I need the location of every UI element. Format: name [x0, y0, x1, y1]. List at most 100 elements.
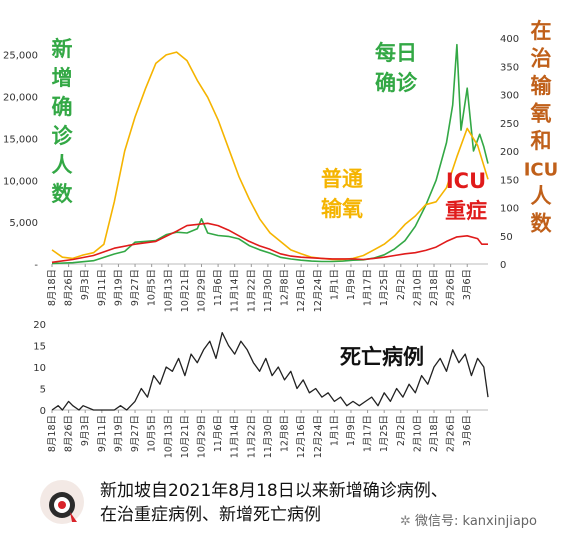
right-axis-title-char: 和	[531, 129, 552, 153]
series-line-ICU重症	[51, 222, 488, 264]
caption-line-2: 在治重症病例、新增死亡病例	[100, 505, 321, 525]
bottom-x-tick-label: 8月18日	[47, 415, 58, 452]
bottom-y-tick-label: 5	[40, 385, 46, 396]
bottom-x-tick-label: 9月19日	[113, 415, 124, 452]
top-x-tick-label: 1月9日	[346, 269, 357, 300]
annotation-icu: 重症	[445, 199, 487, 223]
left-y-tick-label: 20,000	[3, 93, 38, 104]
wechat-icon: ✲	[400, 514, 416, 529]
bottom-x-tick-label: 9月11日	[97, 415, 108, 452]
right-axis-title-char: 数	[531, 212, 553, 236]
bottom-y-tick-label: 0	[40, 406, 46, 417]
top-x-tick-label: 11月22日	[246, 269, 257, 312]
left-y-tick-label: 10,000	[3, 176, 38, 187]
top-x-tick-label: 11月30日	[263, 269, 274, 312]
top-x-tick-label: 10月5日	[147, 269, 158, 306]
top-x-tick-label: 3月6日	[462, 269, 473, 300]
left-axis-title-char: 数	[52, 182, 74, 206]
top-x-tick-label: 11月6日	[213, 269, 224, 306]
right-y-tick-label: 150	[500, 175, 519, 186]
bottom-x-tick-label: 9月27日	[130, 415, 141, 452]
bottom-x-tick-label: 12月8日	[280, 415, 291, 452]
annotation-icu: ICU	[446, 169, 486, 193]
bottom-x-tick-label: 11月30日	[263, 415, 274, 458]
top-x-tick-label: 12月8日	[280, 269, 291, 306]
top-x-tick-label: 2月26日	[446, 269, 457, 306]
right-axis-title-char: 在	[531, 19, 552, 43]
right-axis-title-char: ICU	[524, 160, 559, 181]
right-axis-title-char: 人	[531, 184, 552, 208]
annotation-daily-cases: 每日	[375, 41, 417, 65]
bottom-x-tick-label: 11月22日	[246, 415, 257, 458]
top-x-tick-label: 1月25日	[379, 269, 390, 306]
bottom-y-tick-label: 20	[33, 320, 46, 331]
right-y-tick-label: 350	[500, 62, 519, 73]
right-axis-title-char: 氧	[531, 102, 552, 126]
bottom-x-tick-label: 1月25日	[379, 415, 390, 452]
caption-line-1: 新加坡自2021年8月18日以来新增确诊病例、	[100, 481, 448, 501]
series-line-每日确诊	[51, 43, 489, 265]
right-y-tick-label: 300	[500, 91, 519, 102]
bottom-x-tick-label: 2月26日	[446, 415, 457, 452]
bottom-x-tick-label: 10月21日	[180, 415, 191, 458]
top-x-tick-label: 12月24日	[313, 269, 324, 312]
right-y-tick-label: 50	[500, 232, 513, 243]
bottom-x-tick-label: 8月26日	[64, 415, 75, 452]
bottom-chart-labels: 死亡病例	[340, 345, 424, 369]
left-axis-title-char: 新	[52, 37, 73, 61]
left-axis-title-char: 人	[52, 153, 73, 177]
top-x-tick-label: 1月1日	[329, 269, 340, 300]
top-x-tick-label: 1月17日	[363, 269, 374, 306]
logo-icon	[40, 480, 84, 524]
bottom-x-tick-label: 2月18日	[429, 415, 440, 452]
top-x-tick-label: 2月18日	[429, 269, 440, 306]
left-y-tick-label: 25,000	[3, 51, 38, 62]
bottom-x-tick-label: 12月16日	[296, 415, 307, 458]
top-x-tick-label: 2月10日	[412, 269, 423, 306]
bottom-y-tick-label: 10	[33, 363, 46, 374]
top-chart-axes: 25,000 20,000 15,000 10,000 5,000 - 400 350 300 2…	[3, 34, 519, 312]
top-x-tick-label: 9月19日	[113, 269, 124, 306]
left-y-tick-label: 5,000	[9, 218, 38, 229]
top-x-tick-label: 12月16日	[296, 269, 307, 312]
deaths-chart-title: 死亡病例	[340, 345, 424, 369]
left-axis-title-char: 诊	[52, 124, 74, 148]
deaths-series-line	[51, 331, 489, 411]
bottom-x-tick-label: 10月29日	[196, 415, 207, 458]
top-x-tick-label: 9月3日	[80, 269, 91, 300]
bottom-y-tick-label: 15	[33, 342, 46, 353]
wechat-id-text: 微信号: kanxinjiapo	[415, 514, 537, 529]
right-y-tick-label: 200	[500, 147, 519, 158]
annotation-oxygen: 普通	[321, 167, 363, 191]
top-x-tick-label: 10月13日	[163, 269, 174, 312]
left-axis-title-char: 确	[52, 95, 73, 119]
right-axis-title-char: 治	[531, 47, 552, 71]
bottom-x-tick-label: 1月17日	[363, 415, 374, 452]
left-y-tick-label: -	[34, 260, 38, 271]
left-y-tick-label: 15,000	[3, 134, 38, 145]
bottom-x-tick-label: 1月9日	[346, 415, 357, 446]
bottom-x-tick-label: 10月5日	[147, 415, 158, 452]
right-y-tick-label: 400	[500, 34, 519, 45]
bottom-x-tick-label: 10月13日	[163, 415, 174, 458]
bottom-chart-series	[51, 331, 489, 411]
top-x-tick-label: 2月2日	[396, 269, 407, 300]
top-x-tick-label: 8月26日	[64, 269, 75, 306]
annotation-oxygen: 输氧	[321, 197, 363, 221]
bottom-x-tick-label: 1月1日	[329, 415, 340, 446]
right-y-tick-label: 250	[500, 119, 519, 130]
right-axis-title-char: 输	[531, 74, 553, 98]
top-x-tick-label: 10月29日	[196, 269, 207, 312]
top-x-tick-label: 11月14日	[230, 269, 241, 312]
annotation-daily-cases: 确诊	[375, 71, 418, 95]
top-chart-series	[51, 43, 489, 265]
bottom-x-tick-label: 3月6日	[462, 415, 473, 446]
bottom-x-tick-label: 2月2日	[396, 415, 407, 446]
top-x-tick-label: 8月18日	[47, 269, 58, 306]
top-x-tick-label: 9月11日	[97, 269, 108, 306]
top-x-tick-label: 9月27日	[130, 269, 141, 306]
bottom-x-tick-label: 12月24日	[313, 415, 324, 458]
left-axis-title-char: 增	[52, 66, 73, 90]
